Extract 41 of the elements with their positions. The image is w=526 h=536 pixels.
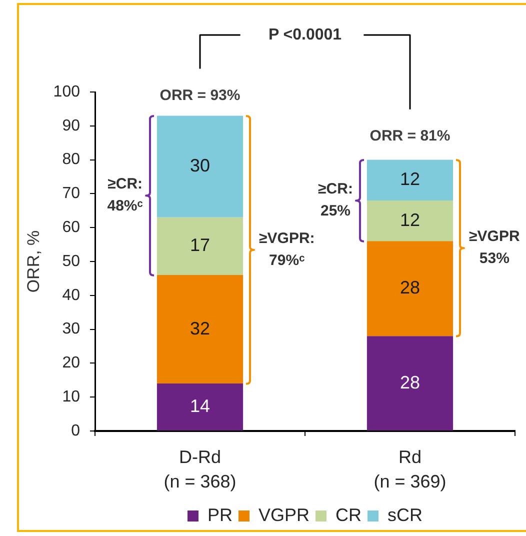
y-tick-label: 40 (62, 286, 80, 304)
bar (156, 275, 244, 384)
data-label: 28 (400, 372, 420, 392)
x-tick-label: Rd (n = 369) (374, 447, 446, 492)
bar (156, 217, 244, 276)
legend-label: CR (336, 504, 362, 525)
y-tick-label: 10 (62, 388, 80, 406)
x-tick-label: D-Rd (n = 368) (164, 447, 236, 492)
data-label: 30 (190, 156, 210, 176)
annotation: ORR = 93% (160, 86, 240, 104)
legend-label: sCR (388, 504, 423, 525)
data-label: 28 (400, 278, 420, 298)
y-tick-label: 20 (62, 354, 80, 372)
y-tick-label: 30 (62, 320, 80, 338)
bar (366, 200, 454, 242)
annotation: ≥VGPR 53% (469, 228, 520, 268)
text: P <0.0001 (268, 26, 342, 44)
data-label: 17 (190, 235, 210, 256)
y-tick-label: 80 (62, 151, 80, 168)
y-tick-label: 60 (62, 219, 80, 236)
bar (366, 241, 454, 336)
bar (156, 384, 244, 430)
y-tick-label: 100 (53, 83, 80, 100)
annotation: ≥VGPR: 79%ᶜ (259, 230, 315, 269)
legend-label: VGPR (258, 504, 310, 525)
bar (366, 160, 454, 200)
y-tick-label: 0 (71, 422, 80, 440)
bar (156, 116, 244, 218)
y-axis-title: ORR, % (24, 230, 43, 293)
annotation: ORR = 81% (370, 128, 450, 145)
y-tick-label: 90 (62, 117, 80, 134)
y-tick-label: 70 (62, 185, 80, 202)
bar (366, 336, 454, 430)
annotation: ≥CR: 25% (318, 180, 353, 220)
data-label: 12 (400, 169, 420, 190)
data-label: 14 (190, 396, 210, 416)
data-label: 12 (400, 210, 420, 230)
data-label: 32 (190, 318, 210, 338)
annotation: ≥CR: 48%ᶜ (107, 176, 144, 215)
y-tick-label: 50 (62, 252, 80, 270)
legend-label: PR (207, 504, 233, 525)
